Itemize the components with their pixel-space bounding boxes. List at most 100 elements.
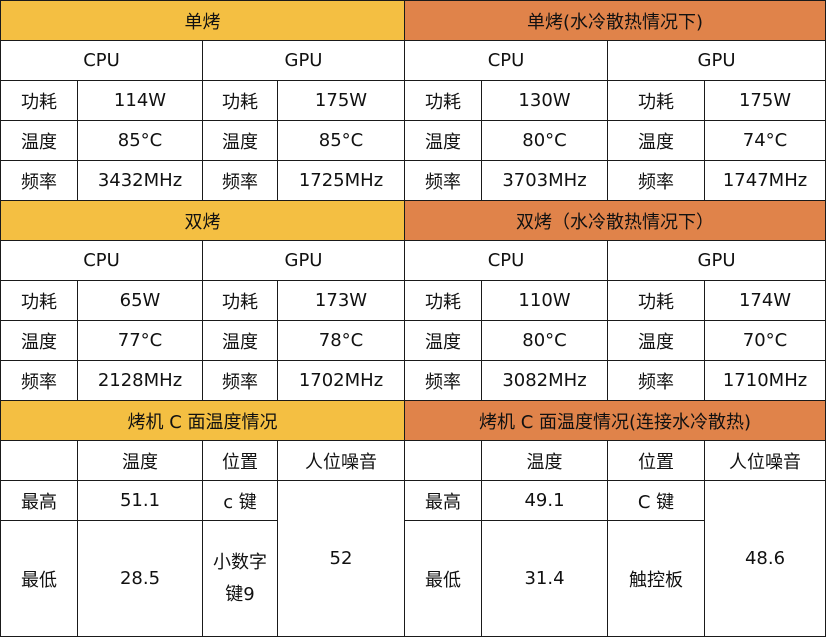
- freq-row: 频率 3432MHz 频率 1725MHz 频率 3703MHz 频率 1747…: [0, 160, 826, 201]
- temp-label: 温度: [607, 120, 705, 161]
- cpu-label: CPU: [0, 240, 203, 281]
- cpu-power-value: 65W: [77, 280, 203, 321]
- noise-value: 52: [277, 480, 405, 637]
- gpu-freq-value: 1747MHz: [703, 160, 826, 201]
- power-row: 功耗 114W 功耗 175W 功耗 130W 功耗 175W: [0, 80, 826, 121]
- gpu-power-value: 175W: [277, 80, 405, 121]
- section1-header-row: 单烤 单烤(水冷散热情况下): [0, 0, 826, 41]
- temperature-header: 温度: [77, 440, 203, 481]
- max-temp-value: 49.1: [481, 480, 608, 521]
- freq-row: 频率 2128MHz 频率 1702MHz 频率 3082MHz 频率 1710…: [0, 360, 826, 401]
- max-label: 最高: [0, 480, 78, 521]
- max-row: 最高 51.1 c 键 52 最高 49.1 C 键 48.6: [0, 480, 826, 637]
- cpu-temp-value: 80°C: [481, 120, 608, 161]
- cpu-freq-value: 3432MHz: [77, 160, 203, 201]
- gpu-temp-value: 85°C: [277, 120, 405, 161]
- freq-label: 频率: [202, 360, 278, 401]
- power-label: 功耗: [607, 80, 705, 121]
- power-label: 功耗: [202, 80, 278, 121]
- gpu-power-value: 174W: [703, 280, 826, 321]
- gpu-temp-value: 78°C: [277, 320, 405, 361]
- temp-row: 温度 77°C 温度 78°C 温度 80°C 温度 70°C: [0, 320, 826, 361]
- min-label: 最低: [404, 520, 482, 637]
- max-position-value: C 键: [607, 480, 705, 521]
- gpu-freq-value: 1702MHz: [277, 360, 405, 401]
- cpu-temp-value: 77°C: [77, 320, 203, 361]
- power-row: 功耗 65W 功耗 173W 功耗 110W 功耗 174W: [0, 280, 826, 321]
- c-surface-temp-watercooled-title: 烤机 C 面温度情况(连接水冷散热): [403, 400, 826, 441]
- freq-label: 频率: [0, 160, 78, 201]
- gpu-temp-value: 74°C: [703, 120, 826, 161]
- noise-value: 48.6: [703, 480, 826, 637]
- gpu-label: GPU: [202, 240, 405, 281]
- min-position-value: 小数字键9: [213, 551, 267, 605]
- max-label: 最高: [404, 480, 482, 521]
- min-temp-value: 28.5: [77, 520, 203, 637]
- power-label: 功耗: [404, 280, 482, 321]
- freq-label: 频率: [404, 160, 482, 201]
- gpu-power-value: 175W: [703, 80, 826, 121]
- gpu-freq-value: 1725MHz: [277, 160, 405, 201]
- dual-stress-title: 双烤: [0, 200, 405, 241]
- temp-row: 温度 85°C 温度 85°C 温度 80°C 温度 74°C: [0, 120, 826, 161]
- section2-subheader-row: CPU GPU CPU GPU: [0, 240, 826, 281]
- cpu-power-value: 114W: [77, 80, 203, 121]
- cpu-temp-value: 80°C: [481, 320, 608, 361]
- max-temp-value: 51.1: [77, 480, 203, 521]
- min-label: 最低: [0, 520, 78, 637]
- cpu-temp-value: 85°C: [77, 120, 203, 161]
- cpu-freq-value: 3703MHz: [481, 160, 608, 201]
- gpu-freq-value: 1710MHz: [703, 360, 826, 401]
- noise-header: 人位噪音: [703, 440, 826, 481]
- freq-label: 频率: [0, 360, 78, 401]
- cpu-freq-value: 3082MHz: [481, 360, 608, 401]
- temp-label: 温度: [404, 120, 482, 161]
- min-row: 最低 28.5 小数字键9 最低 31.4 触控板: [0, 520, 826, 637]
- power-label: 功耗: [0, 280, 78, 321]
- temp-label: 温度: [0, 320, 78, 361]
- section2-header-row: 双烤 双烤（水冷散热情况下）: [0, 200, 826, 241]
- temp-label: 温度: [202, 120, 278, 161]
- section1-subheader-row: CPU GPU CPU GPU: [0, 40, 826, 81]
- cpu-freq-value: 2128MHz: [77, 360, 203, 401]
- section3-subheader-row: 温度 位置 人位噪音 温度 位置 人位噪音: [0, 440, 826, 481]
- gpu-label: GPU: [606, 240, 826, 281]
- single-stress-watercooled-title: 单烤(水冷散热情况下): [403, 0, 826, 41]
- gpu-temp-value: 70°C: [703, 320, 826, 361]
- cpu-label: CPU: [404, 240, 608, 281]
- single-stress-title: 单烤: [0, 0, 405, 41]
- temperature-header: 温度: [481, 440, 608, 481]
- noise-header: 人位噪音: [277, 440, 405, 481]
- empty-corner-cell: [0, 440, 78, 481]
- position-header: 位置: [607, 440, 705, 481]
- cpu-label: CPU: [404, 40, 608, 81]
- min-temp-value: 31.4: [481, 520, 608, 637]
- freq-label: 频率: [607, 160, 705, 201]
- max-position-value: c 键: [202, 480, 278, 521]
- power-label: 功耗: [0, 80, 78, 121]
- power-label: 功耗: [607, 280, 705, 321]
- gpu-power-value: 173W: [277, 280, 405, 321]
- freq-label: 频率: [202, 160, 278, 201]
- gpu-label: GPU: [606, 40, 826, 81]
- freq-label: 频率: [607, 360, 705, 401]
- gpu-label: GPU: [202, 40, 405, 81]
- section3-header-row: 烤机 C 面温度情况 烤机 C 面温度情况(连接水冷散热): [0, 400, 826, 441]
- cpu-power-value: 110W: [481, 280, 608, 321]
- cpu-label: CPU: [0, 40, 203, 81]
- position-header: 位置: [202, 440, 278, 481]
- temp-label: 温度: [404, 320, 482, 361]
- power-label: 功耗: [202, 280, 278, 321]
- min-position-value: 触控板: [607, 520, 705, 637]
- c-surface-temp-title: 烤机 C 面温度情况: [0, 400, 405, 441]
- dual-stress-watercooled-title: 双烤（水冷散热情况下）: [403, 200, 826, 241]
- temp-label: 温度: [607, 320, 705, 361]
- empty-corner-cell: [404, 440, 482, 481]
- temp-label: 温度: [202, 320, 278, 361]
- freq-label: 频率: [404, 360, 482, 401]
- power-label: 功耗: [404, 80, 482, 121]
- temp-label: 温度: [0, 120, 78, 161]
- min-position-cell: 小数字键9: [202, 520, 278, 637]
- cpu-power-value: 130W: [481, 80, 608, 121]
